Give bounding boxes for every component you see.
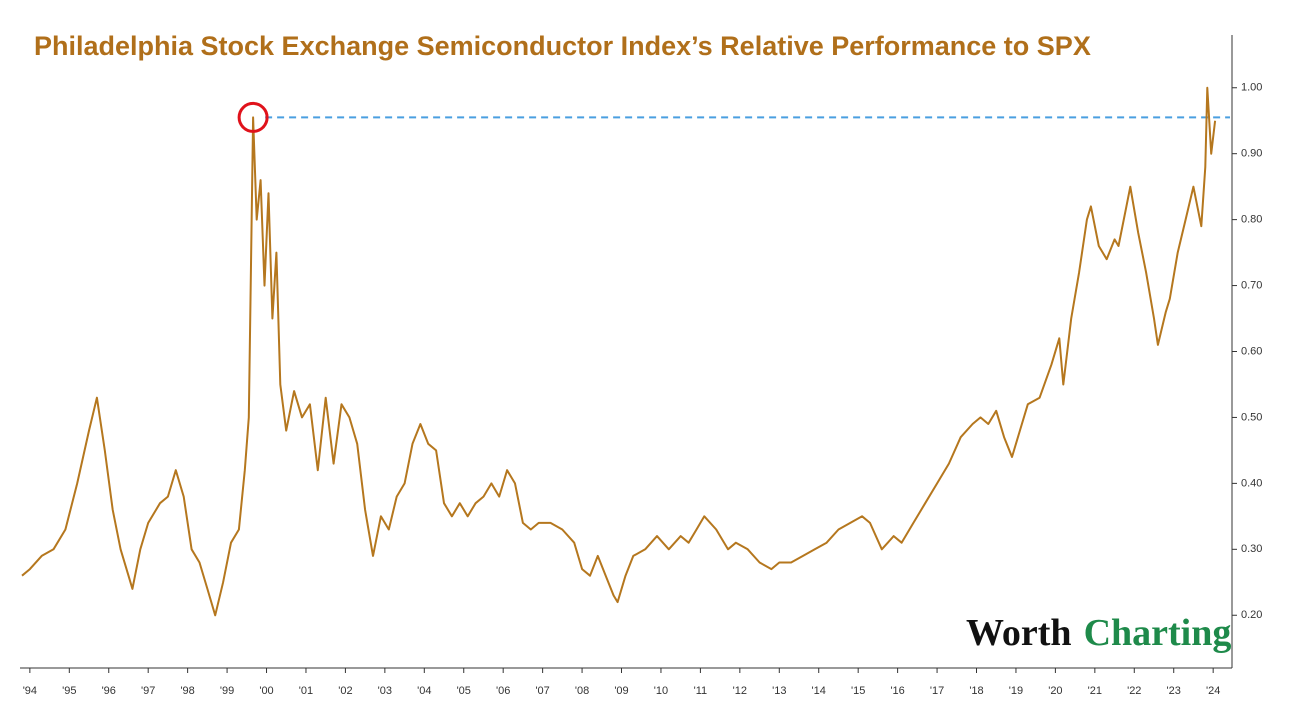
- x-tick-label: '01: [299, 685, 313, 697]
- y-tick-label: 0.80: [1241, 214, 1262, 226]
- x-tick-label: '09: [614, 685, 628, 697]
- x-tick-label: '06: [496, 685, 510, 697]
- x-tick-label: '24: [1206, 685, 1220, 697]
- x-tick-label: '22: [1127, 685, 1141, 697]
- x-tick-label: '14: [812, 685, 826, 697]
- chart-title: Philadelphia Stock Exchange Semiconducto…: [34, 31, 1091, 61]
- x-tick-label: '23: [1167, 685, 1181, 697]
- x-tick-label: '97: [141, 685, 155, 697]
- x-tick-label: '04: [417, 685, 431, 697]
- watermark-word: Worth: [966, 612, 1072, 654]
- x-tick-label: '21: [1088, 685, 1102, 697]
- x-tick-label: '13: [772, 685, 786, 697]
- x-tick-label: '12: [733, 685, 747, 697]
- x-tick-label: '18: [969, 685, 983, 697]
- x-tick-label: '98: [180, 685, 194, 697]
- y-tick-label: 0.70: [1241, 279, 1262, 291]
- y-tick-label: 0.20: [1241, 609, 1262, 621]
- y-tick-label: 0.30: [1241, 543, 1262, 555]
- x-tick-label: '17: [930, 685, 944, 697]
- y-tick-label: 0.90: [1241, 148, 1262, 160]
- x-tick-label: '94: [23, 685, 37, 697]
- x-tick-label: '95: [62, 685, 76, 697]
- y-tick-label: 0.50: [1241, 411, 1262, 423]
- watermark-word: Charting: [1084, 612, 1232, 654]
- x-tick-label: '03: [378, 685, 392, 697]
- x-tick-label: '19: [1009, 685, 1023, 697]
- x-tick-label: '20: [1048, 685, 1062, 697]
- highlight-circle: [237, 101, 269, 133]
- x-tick-label: '99: [220, 685, 234, 697]
- x-tick-label: '05: [457, 685, 471, 697]
- x-tick-label: '15: [851, 685, 865, 697]
- x-tick-label: '10: [654, 685, 668, 697]
- series-line: [21, 86, 1217, 617]
- x-tick-label: '11: [694, 685, 708, 697]
- watermark: Worth Charting: [966, 612, 1231, 654]
- x-tick-label: '16: [890, 685, 904, 697]
- y-tick-label: 0.40: [1241, 477, 1262, 489]
- x-tick-label: '07: [535, 685, 549, 697]
- y-tick-label: 0.60: [1241, 345, 1262, 357]
- x-tick-label: '02: [338, 685, 352, 697]
- x-tick-label: '08: [575, 685, 589, 697]
- y-tick-label: 1.00: [1241, 82, 1262, 94]
- x-tick-label: '00: [259, 685, 273, 697]
- x-tick-label: '96: [102, 685, 116, 697]
